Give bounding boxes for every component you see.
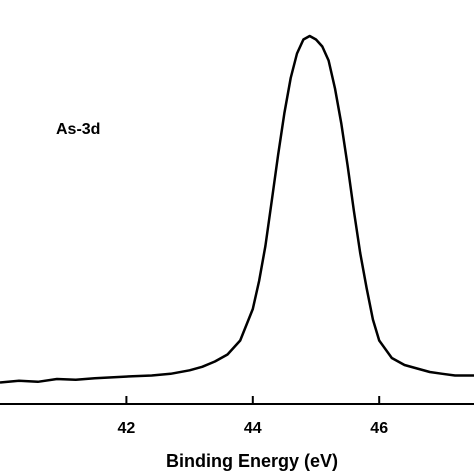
series-line xyxy=(0,34,474,384)
x-axis-title: Binding Energy (eV) xyxy=(166,451,338,471)
x-ticks: 42 44 46 xyxy=(118,396,388,437)
x-tick-label-46: 46 xyxy=(370,420,388,437)
annotation-as-3d: As-3d xyxy=(56,121,100,138)
x-tick-label-42: 42 xyxy=(118,420,136,437)
x-tick-label-44: 44 xyxy=(244,420,262,437)
